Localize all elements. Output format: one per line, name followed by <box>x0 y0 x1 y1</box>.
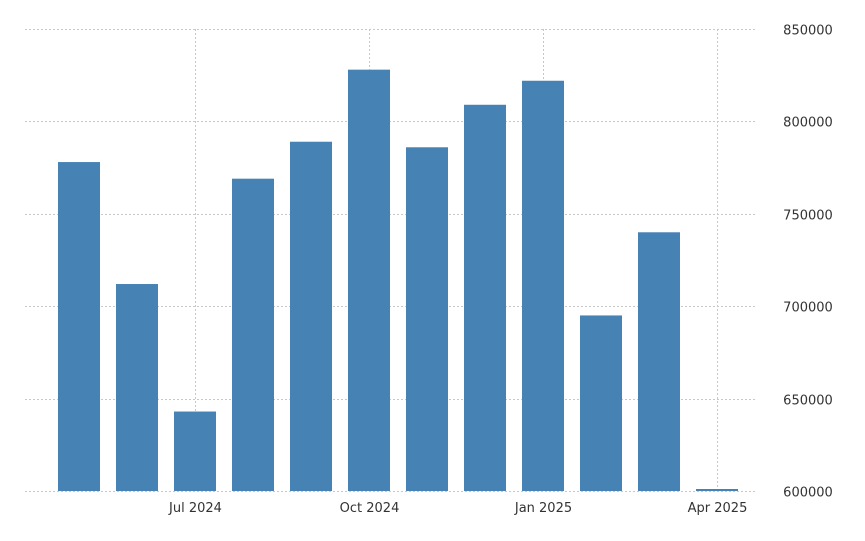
y-tick-label: 600000 <box>783 486 833 501</box>
x-tick-label: Jan 2025 <box>514 501 572 516</box>
bar-feb-2025 <box>580 315 622 491</box>
y-tick-label: 800000 <box>783 116 833 131</box>
bar-apr-2025 <box>696 489 738 491</box>
bar-nov-2024 <box>406 147 448 491</box>
bar-oct-2024 <box>348 69 390 491</box>
bar-may-2024 <box>58 162 100 491</box>
bar-aug-2024 <box>232 178 274 492</box>
x-tick-label: Apr 2025 <box>688 501 748 516</box>
bar-jun-2024 <box>116 284 158 491</box>
y-tick-label: 650000 <box>783 394 833 409</box>
y-tick-label: 700000 <box>783 301 833 316</box>
bars <box>58 69 738 492</box>
bar-mar-2025 <box>638 232 680 491</box>
y-tick-label: 750000 <box>783 209 833 224</box>
x-axis-tick-labels: Jul 2024 Oct 2024 Jan 2025 Apr 2025 <box>168 501 747 516</box>
x-tick-label: Jul 2024 <box>168 501 222 516</box>
x-tick-label: Oct 2024 <box>340 501 400 516</box>
bar-jul-2024 <box>174 411 216 491</box>
y-axis-tick-labels: 600000 650000 700000 750000 800000 850000 <box>783 24 833 501</box>
bar-dec-2024 <box>464 104 506 491</box>
y-tick-label: 850000 <box>783 24 833 39</box>
bar-jan-2025 <box>522 80 564 491</box>
bar-sep-2024 <box>290 141 332 491</box>
